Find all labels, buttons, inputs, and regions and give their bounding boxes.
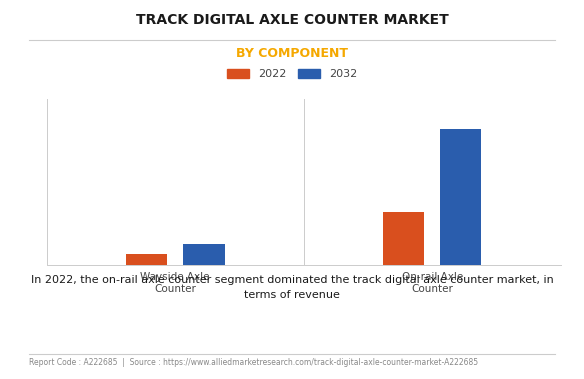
Bar (383, 212, 424, 265)
Text: Report Code : A222685  |  Source : https://www.alliedmarketresearch.com/track-di: Report Code : A222685 | Source : https:/… (29, 358, 478, 367)
Bar (126, 254, 167, 265)
Text: TRACK DIGITAL AXLE COUNTER MARKET: TRACK DIGITAL AXLE COUNTER MARKET (135, 13, 449, 27)
Text: BY COMPONENT: BY COMPONENT (236, 47, 348, 60)
Legend: 2022, 2032: 2022, 2032 (223, 64, 361, 84)
Bar (440, 128, 481, 265)
Text: In 2022, the on-rail axle counter segment dominated the track digital axle count: In 2022, the on-rail axle counter segmen… (30, 275, 554, 301)
Bar (183, 244, 224, 265)
